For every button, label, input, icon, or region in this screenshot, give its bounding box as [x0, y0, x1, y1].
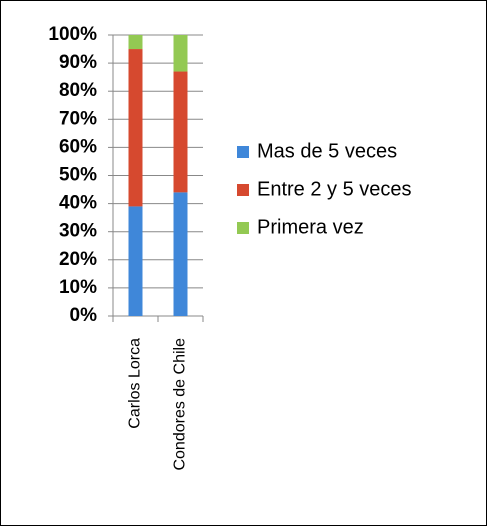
bar-segment	[128, 35, 143, 50]
bar-segment	[128, 49, 143, 207]
legend-label: Primera vez	[257, 216, 364, 238]
y-tick-label: 0%	[70, 305, 98, 326]
bar-segment	[173, 35, 188, 72]
y-tick-label: 70%	[59, 108, 97, 129]
legend-label: Entre 2 y 5 veces	[257, 178, 412, 200]
bar-segment	[128, 206, 143, 316]
legend-swatch	[237, 146, 249, 158]
y-tick-label: 30%	[59, 221, 97, 242]
y-tick-label: 40%	[59, 193, 97, 214]
y-tick-label: 80%	[59, 80, 97, 101]
bar-segment	[173, 192, 188, 316]
y-tick-label: 60%	[59, 136, 97, 157]
y-tick-label: 20%	[59, 249, 97, 270]
x-tick-label: Condores de Chile	[172, 338, 189, 471]
bar-segment	[173, 71, 188, 193]
y-tick-label: 90%	[59, 52, 97, 73]
legend-label: Mas de 5 veces	[257, 140, 397, 162]
y-tick-label: 100%	[48, 24, 97, 45]
x-tick-label: Carlos Lorca	[127, 338, 144, 429]
legend-swatch	[237, 184, 249, 196]
y-tick-label: 50%	[59, 165, 97, 186]
legend-swatch	[237, 222, 249, 234]
y-tick-label: 10%	[59, 277, 97, 298]
